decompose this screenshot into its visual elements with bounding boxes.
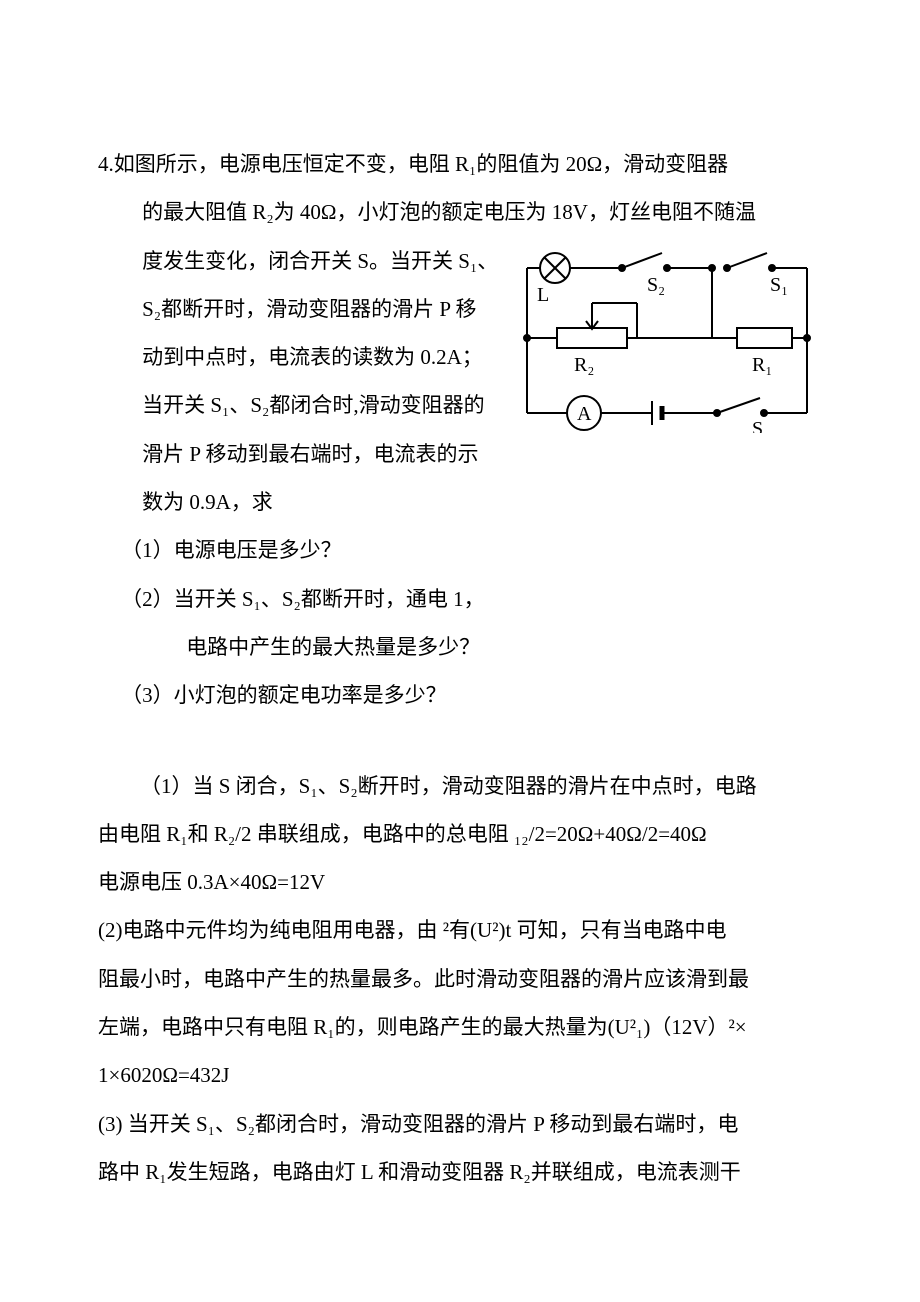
question-2b: 电路中产生的最大热量是多少？ xyxy=(98,623,822,671)
circuit-label-s2: S₂ xyxy=(647,274,665,296)
problem-line-1: 4.如图所示，电源电压恒定不变，电阻 R₁的阻值为 20Ω，滑动变阻器 xyxy=(142,140,822,188)
solution-line-5: 阻最小时，电路中产生的热量最多。此时滑动变阻器的滑片应该滑到最 xyxy=(98,955,822,1003)
circuit-diagram: L S₂ S₁ R₂ R₁ A S xyxy=(512,243,822,450)
circuit-label-s1: S₁ xyxy=(770,274,788,296)
question-1: （1）电源电压是多少？ xyxy=(98,526,822,574)
solution-line-7: 1×6020Ω=432J xyxy=(98,1051,822,1099)
circuit-label-a: A xyxy=(577,403,592,425)
solution-line-4: (2)电路中元件均为纯电阻用电器，由 ²有(U²)t 可知，只有当电路中电 xyxy=(98,906,822,954)
circuit-svg: L S₂ S₁ R₂ R₁ A S xyxy=(512,243,822,433)
question-2a: （2）当开关 S₁、S₂都断开时，通电 1， xyxy=(98,575,822,623)
circuit-label-r2: R₂ xyxy=(574,354,594,376)
circuit-label-s: S xyxy=(752,418,763,433)
problem-line-2: 的最大阻值 R₂为 40Ω，小灯泡的额定电压为 18V，灯丝电阻不随温 xyxy=(98,188,822,236)
question-3: （3）小灯泡的额定电功率是多少？ xyxy=(98,671,822,719)
solution-line-6: 左端，电路中只有电阻 R₁的，则电路产生的最大热量为(U²₁)（12V）²× xyxy=(98,1003,822,1051)
circuit-label-r1: R₁ xyxy=(752,354,772,376)
solution-line-3: 电源电压 0.3A×40Ω=12V xyxy=(98,858,822,906)
solution-line-8: (3) 当开关 S₁、S₂都闭合时，滑动变阻器的滑片 P 移动到最右端时，电 xyxy=(98,1100,822,1148)
solution-line-1: （1）当 S 闭合，S₁、S₂断开时，滑动变阻器的滑片在中点时，电路 xyxy=(98,762,822,810)
problem-wrap-block: L S₂ S₁ R₂ R₁ A S 度发生变化，闭合开关 S。当开关 S₁、 S… xyxy=(98,237,822,527)
solution-block: （1）当 S 闭合，S₁、S₂断开时，滑动变阻器的滑片在中点时，电路 由电阻 R… xyxy=(98,762,822,1197)
circuit-label-l: L xyxy=(537,284,549,306)
solution-line-2: 由电阻 R₁和 R₂/2 串联组成，电路中的总电阻 ₁₂/2=20Ω+40Ω/2… xyxy=(98,810,822,858)
problem-line-8: 数为 0.9A，求 xyxy=(98,478,822,526)
solution-line-9: 路中 R₁发生短路，电路由灯 L 和滑动变阻器 R₂并联组成，电流表测干 xyxy=(98,1148,822,1196)
